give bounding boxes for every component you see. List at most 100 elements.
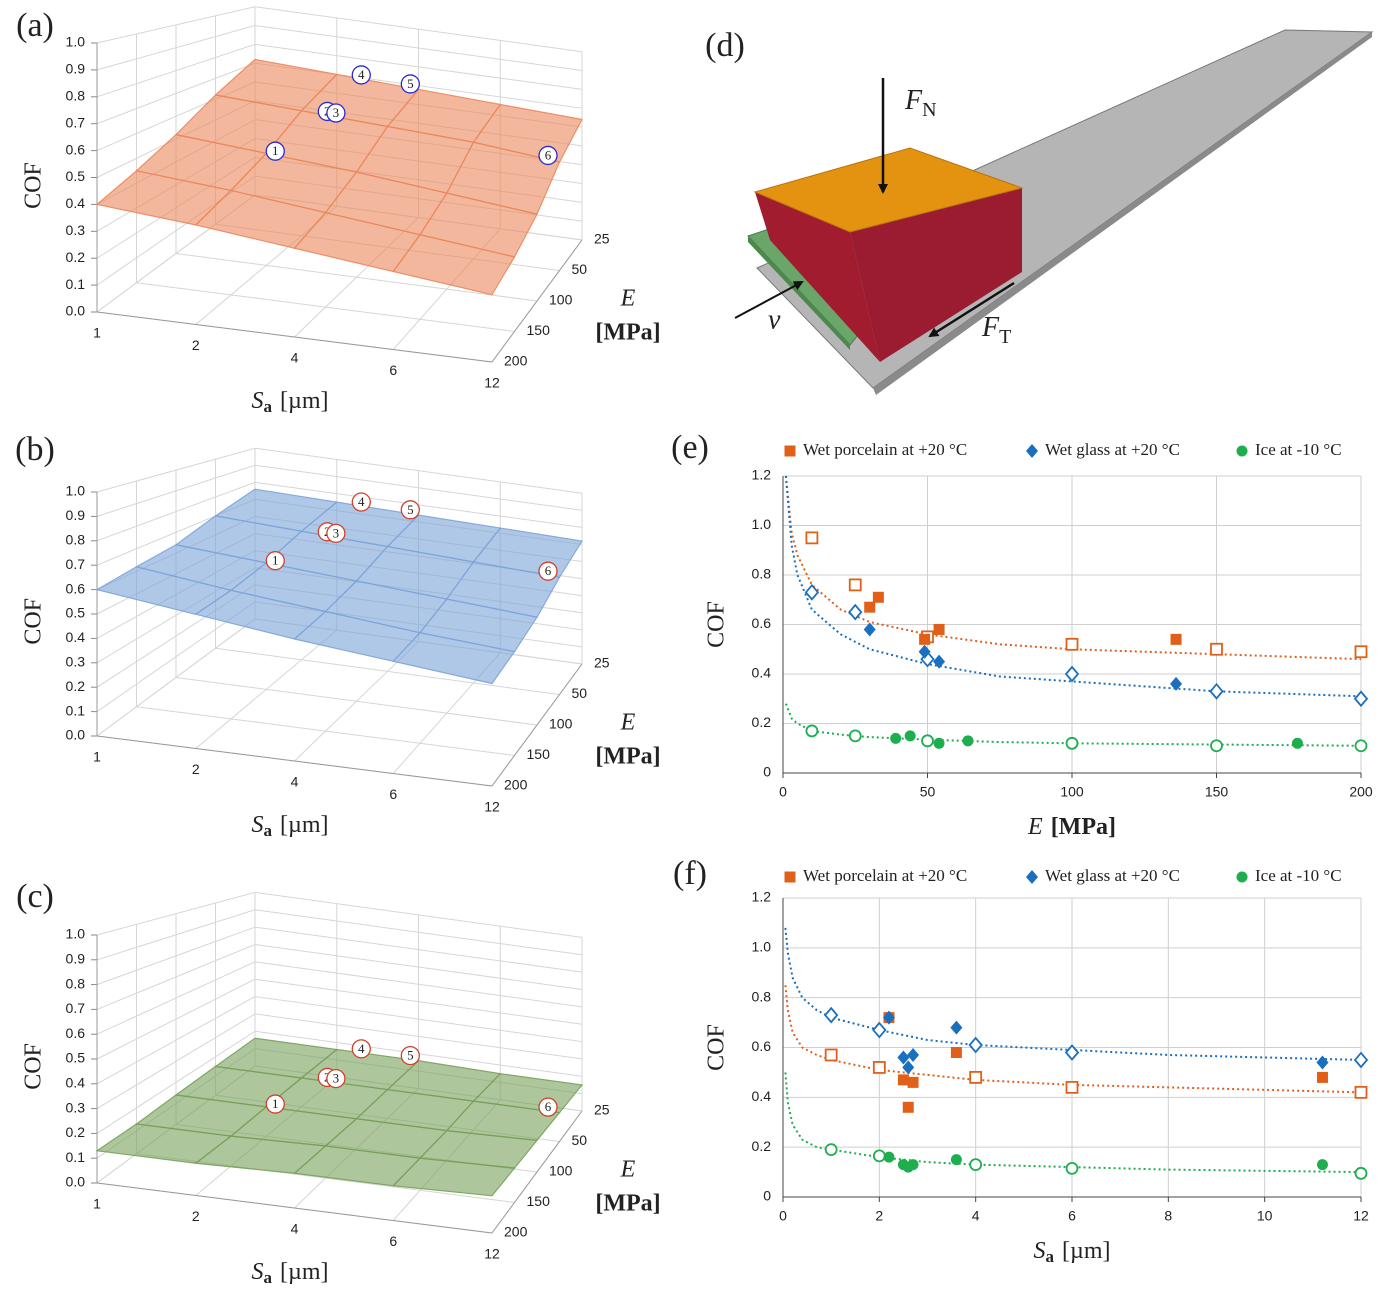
open-point (872, 1021, 887, 1039)
point (933, 623, 945, 635)
annotation-label: 1 (272, 553, 279, 568)
z-tick-label: 0.8 (66, 975, 86, 991)
legend-marker (1236, 445, 1248, 457)
y-axis-title: E (620, 710, 636, 736)
x-tick-label: 2 (192, 337, 200, 353)
x-tick-label: 1 (93, 325, 101, 341)
z-tick-label: 1.0 (66, 483, 86, 499)
unit: [µm] (280, 388, 328, 414)
point (1170, 633, 1182, 645)
plate-edge (748, 236, 850, 350)
annotation-label: 3 (333, 1071, 340, 1086)
x-tick-label: 12 (484, 375, 500, 391)
point (907, 1159, 919, 1171)
y-tick-label: 0.6 (752, 615, 772, 631)
y-axis-title: E (620, 1157, 636, 1183)
open-point (1354, 645, 1368, 659)
point (897, 1050, 910, 1065)
x-tick-label: 6 (1068, 1208, 1076, 1224)
point (918, 644, 931, 659)
floor-grid-line (136, 282, 515, 332)
y-tick-label: 100 (549, 1163, 573, 1179)
annotation-marker (538, 1097, 558, 1117)
open-point (1354, 1085, 1368, 1099)
y-tick-label: 50 (572, 685, 588, 701)
x-tick-label: 4 (291, 350, 299, 366)
floor-grid-line (175, 253, 538, 302)
surface-cell (392, 234, 516, 296)
subscript: T (999, 326, 1011, 348)
y-tick-label: 0.4 (752, 665, 772, 681)
z-tick-label: 0.2 (66, 249, 86, 265)
symbol: S (1034, 1238, 1046, 1264)
open-point (1209, 682, 1224, 700)
unit: [µm] (280, 812, 328, 838)
open-point (1353, 690, 1369, 708)
annotation-marker (400, 500, 420, 520)
z-tick-label: 0.2 (66, 678, 86, 694)
axis-line (96, 735, 493, 787)
z-tick-label: 0.3 (66, 654, 86, 670)
x-tick-label: 12 (484, 1246, 500, 1262)
point (1291, 737, 1303, 749)
y-tick-label: 200 (504, 777, 528, 793)
panel-label: (b) (15, 431, 55, 468)
surface-cell (391, 1157, 516, 1197)
y-tick-label: 25 (594, 655, 610, 671)
open-point (805, 531, 819, 545)
axis-line (96, 311, 493, 363)
y-axis-title: E (620, 286, 636, 312)
annotation-label: 6 (545, 1099, 552, 1114)
z-tick-label: 0.9 (66, 951, 86, 967)
point (863, 622, 876, 637)
open-point (921, 734, 934, 748)
open-point (1065, 637, 1079, 651)
y-tick-label: 25 (594, 231, 610, 247)
open-point (1065, 1080, 1079, 1094)
point (904, 730, 916, 742)
z-tick-label: 0.7 (66, 114, 86, 130)
y-tick-label: 200 (504, 1224, 528, 1240)
legend-label: Ice at -10 °C (1255, 866, 1342, 885)
panel-label: (c) (16, 878, 54, 915)
annotation-marker (351, 492, 371, 512)
symbol: F (904, 85, 923, 116)
x-tick-label: 8 (1164, 1208, 1172, 1224)
trend-line (784, 475, 1362, 661)
unit: [µm] (280, 1259, 328, 1285)
x-tick-label: 12 (484, 799, 500, 815)
point (907, 1076, 919, 1088)
point (933, 654, 946, 669)
y-tick-label: 100 (549, 292, 573, 308)
z-tick-label: 0.8 (66, 532, 86, 548)
velocity-arrow (734, 281, 804, 319)
y-tick-label: 0 (763, 764, 771, 780)
z-tick-label: 0.6 (66, 580, 86, 596)
annotation-label: 6 (545, 563, 552, 578)
y-tick-label: 0.6 (752, 1038, 772, 1054)
x-tick-label: 100 (1060, 784, 1084, 800)
track-edge (873, 32, 1372, 395)
open-point (823, 1006, 839, 1024)
legend-label: Ice at -10 °C (1255, 440, 1342, 459)
z-tick-label: 0.5 (66, 605, 86, 621)
y-tick-label: 100 (549, 716, 573, 732)
annotation-marker (265, 141, 285, 161)
y-axis-title: [MPa] (595, 320, 660, 346)
x-tick-label: 50 (920, 784, 936, 800)
x-tick-label: 200 (1349, 784, 1373, 800)
annotation-label: 5 (407, 76, 414, 91)
open-point (1064, 665, 1080, 683)
open-point (824, 1143, 838, 1157)
x-tick-label: 4 (972, 1208, 980, 1224)
z-tick-label: 1.0 (66, 34, 86, 50)
trend-line (784, 927, 1362, 1061)
z-tick-label: 0.6 (66, 1025, 86, 1041)
y-tick-label: 50 (572, 261, 588, 277)
x-tick-label: 0 (779, 784, 787, 800)
unit: [µm] (1062, 1238, 1110, 1264)
annotation-marker (400, 1045, 420, 1066)
x-axis-title: Sa [µm] (1034, 1238, 1111, 1266)
annotation-marker (265, 551, 285, 571)
x-tick-label: 1 (93, 1196, 101, 1212)
